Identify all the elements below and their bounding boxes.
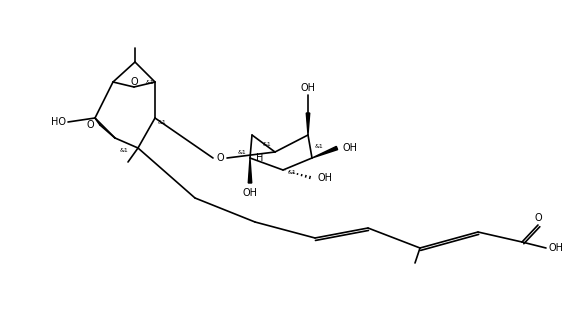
Polygon shape — [306, 113, 309, 135]
Text: O: O — [216, 153, 224, 163]
Text: &1: &1 — [288, 171, 297, 175]
Text: &1: &1 — [263, 142, 272, 148]
Text: &1: &1 — [238, 150, 247, 154]
Text: &1: &1 — [120, 148, 128, 153]
Text: OH: OH — [343, 143, 357, 153]
Text: &1: &1 — [315, 145, 324, 150]
Polygon shape — [312, 146, 337, 158]
Text: O: O — [86, 120, 94, 130]
Text: OH: OH — [549, 243, 564, 253]
Polygon shape — [248, 158, 252, 183]
Text: H: H — [256, 153, 264, 163]
Text: O: O — [130, 77, 138, 87]
Text: O: O — [534, 213, 542, 223]
Text: &1: &1 — [158, 120, 167, 126]
Text: HO: HO — [50, 117, 66, 127]
Text: OH: OH — [243, 188, 258, 198]
Text: OH: OH — [317, 173, 332, 183]
Text: &1: &1 — [146, 80, 155, 86]
Text: OH: OH — [300, 83, 316, 93]
